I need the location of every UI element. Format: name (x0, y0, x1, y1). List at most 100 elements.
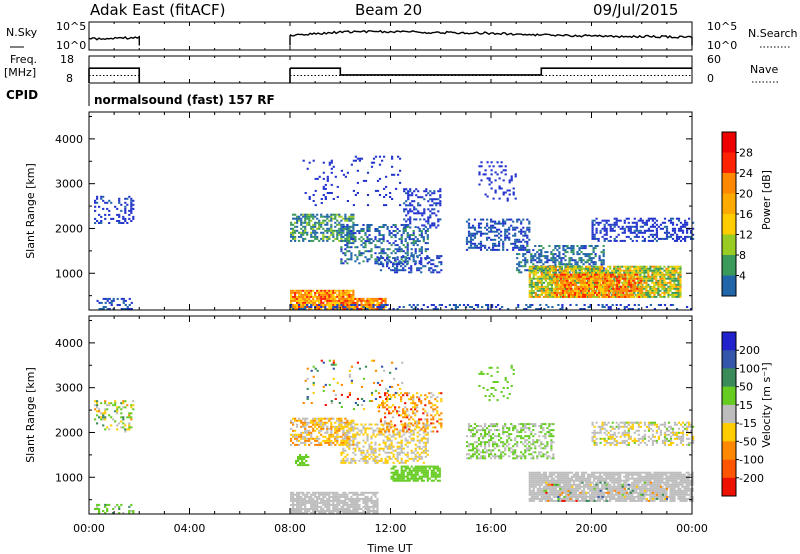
power-cell (366, 204, 370, 207)
power-cell (128, 304, 131, 306)
power-cell (655, 291, 658, 294)
power-cell (310, 215, 313, 218)
power-cell (475, 232, 479, 235)
power-cell (536, 279, 539, 282)
power-cell (550, 293, 553, 296)
power-cell (616, 277, 619, 280)
velocity-cell (320, 429, 323, 432)
power-cell (534, 259, 537, 262)
power-cell (627, 267, 630, 270)
power-cell (312, 200, 315, 202)
power-cell (350, 308, 353, 310)
power-cell (622, 287, 625, 290)
power-cell (300, 289, 303, 292)
velocity-cell (360, 493, 363, 496)
power-cell (534, 267, 537, 270)
power-cell (415, 218, 418, 221)
power-cell (532, 259, 535, 262)
power-cell (590, 285, 593, 288)
power-cell (641, 235, 644, 238)
power-cell (629, 267, 632, 270)
power-cell (310, 239, 313, 242)
power-cell (669, 219, 673, 222)
power-cell (621, 291, 624, 294)
power-cell (294, 213, 297, 216)
power-cell (618, 273, 621, 276)
power-cell (407, 204, 410, 207)
power-cell (316, 295, 319, 298)
velocity-cell (338, 493, 341, 496)
power-cell (382, 252, 385, 255)
power-cell (554, 265, 557, 268)
power-cell (424, 257, 427, 260)
velocity-cell (352, 503, 355, 506)
power-cell (406, 246, 409, 249)
velocity-cell (334, 429, 337, 432)
power-cell (561, 304, 564, 306)
power-cell (356, 299, 359, 302)
power-cell (572, 259, 575, 262)
power-cell (604, 273, 607, 276)
velocity-cell (308, 437, 311, 440)
velocity-cell (350, 503, 353, 506)
power-cell (542, 271, 545, 274)
velocity-cell (310, 435, 313, 438)
velocity-cell (338, 417, 341, 420)
power-cell (643, 285, 646, 288)
power-cell (636, 287, 639, 290)
power-cell (392, 224, 395, 226)
power-cell (590, 259, 593, 262)
power-cell (651, 239, 654, 242)
power-cell (562, 263, 565, 266)
power-cell (380, 304, 383, 306)
velocity-cell (308, 508, 311, 510)
power-cell (647, 269, 650, 272)
power-cell (532, 289, 535, 292)
velocity-cell (304, 495, 307, 498)
velocity-cell (324, 510, 327, 512)
power-cell (118, 201, 121, 204)
power-cell (628, 273, 631, 276)
power-cell (126, 222, 129, 224)
velocity-cell (350, 429, 353, 432)
power-cell (673, 279, 676, 282)
power-cell (573, 283, 577, 286)
power-cell (366, 194, 370, 196)
velocity-cell (324, 491, 327, 494)
power-cell (647, 273, 650, 276)
power-cell (578, 259, 581, 262)
power-cell (667, 277, 670, 280)
velocity-cell (320, 505, 323, 508)
power-cell (330, 223, 333, 226)
power-cell (619, 239, 622, 242)
power-cell (473, 246, 477, 249)
power-cell (569, 279, 573, 282)
power-cell (665, 267, 668, 270)
velocity-cell (374, 505, 377, 508)
power-cell (316, 291, 319, 294)
power-cell (488, 230, 491, 233)
velocity-cell (354, 497, 357, 500)
power-cell (104, 213, 107, 216)
power-cell (417, 212, 420, 215)
power-cell (130, 203, 133, 206)
power-cell (498, 220, 501, 223)
velocity-cell (308, 421, 311, 424)
velocity-cell (106, 404, 109, 407)
velocity-cell (300, 425, 303, 428)
power-cell (322, 231, 325, 234)
power-cell (324, 196, 327, 198)
power-cell (364, 242, 367, 245)
power-cell (592, 251, 595, 254)
power-cell (324, 306, 327, 308)
power-cell (490, 230, 493, 233)
power-cell (591, 229, 594, 232)
power-cell (467, 232, 471, 235)
power-cell (384, 306, 387, 308)
power-cell (318, 293, 321, 296)
power-cell (538, 293, 541, 296)
power-cell (358, 159, 361, 162)
velocity-cell (324, 493, 327, 496)
power-cell (322, 161, 325, 164)
power-cell (635, 235, 638, 238)
